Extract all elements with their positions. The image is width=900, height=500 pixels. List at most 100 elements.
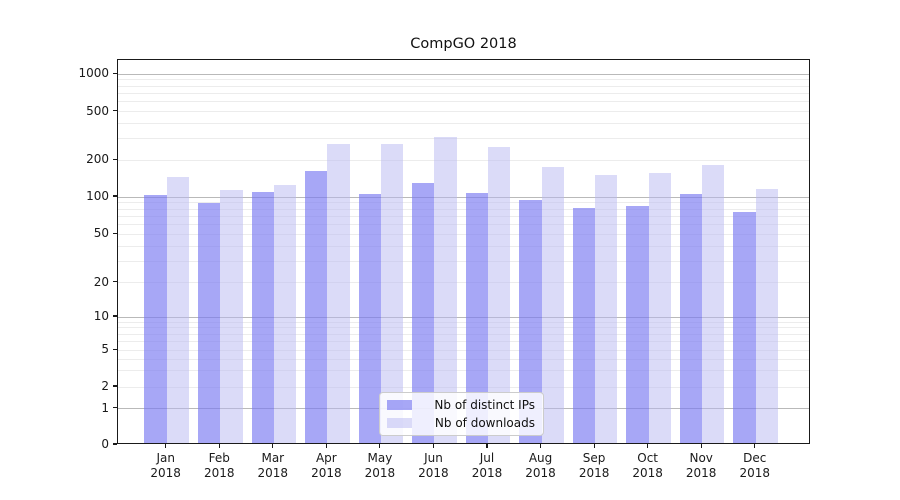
x-tick-label-jul: Jul 2018 [471, 451, 503, 480]
y-tick-label-1: 1 [101, 400, 109, 415]
gridline-1000 [118, 73, 809, 75]
y-tick-label-5: 5 [101, 342, 109, 357]
bar-distinct-ips-jul [465, 192, 488, 443]
bar-downloads-apr [327, 144, 350, 443]
y-tick-mark-200 [113, 158, 117, 160]
x-tick-mark-aug [539, 444, 542, 448]
bar-downloads-nov [702, 165, 725, 443]
bar-distinct-ips-feb [197, 202, 221, 443]
x-tick-label-jun: Jun 2018 [418, 451, 449, 480]
gridline-20 [118, 282, 809, 284]
gridline-800 [118, 85, 809, 87]
bar-downloads-jan [166, 177, 189, 443]
y-tick-mark-2 [113, 385, 117, 387]
gridline-400 [118, 123, 809, 125]
gridline-600 [118, 101, 809, 103]
legend-swatch-downloads [387, 418, 412, 428]
gridline-7 [118, 333, 809, 335]
y-tick-label-0: 0 [101, 437, 109, 451]
bar-distinct-ips-may [358, 194, 381, 443]
gridline-200 [118, 159, 809, 161]
y-tick-mark-20 [113, 281, 117, 283]
y-tick-mark-1 [113, 407, 117, 409]
gridline-70 [118, 215, 809, 217]
gridline-2 [118, 386, 809, 388]
x-tick-label-dec: Dec 2018 [739, 451, 771, 480]
legend-swatch-distinct-ips [387, 400, 412, 410]
y-tick-label-1000: 1000 [78, 66, 109, 81]
y-tick-mark-10 [113, 315, 117, 317]
y-tick-label-50: 50 [93, 226, 109, 241]
x-tick-label-mar: Mar 2018 [257, 451, 289, 480]
bar-distinct-ips-jun [412, 183, 435, 443]
bar-downloads-feb [220, 189, 243, 443]
chart-title: CompGO 2018 [410, 36, 517, 52]
x-tick-label-aug: Aug 2018 [525, 451, 556, 480]
x-tick-mark-apr [325, 444, 327, 448]
bar-distinct-ips-oct [626, 206, 649, 443]
gridline-60 [118, 223, 809, 225]
y-tick-mark-5 [113, 348, 117, 350]
x-tick-mark-nov [700, 444, 702, 448]
y-tick-label-2: 2 [101, 379, 109, 393]
y-tick-label-500: 500 [86, 103, 109, 118]
gridline-900 [118, 79, 809, 81]
legend-item-downloads: Nb of downloads [387, 416, 543, 430]
x-tick-label-jan: Jan 2018 [150, 451, 181, 480]
y-tick-mark-500 [113, 110, 117, 112]
bar-distinct-ips-apr [305, 170, 328, 443]
y-tick-mark-100 [113, 195, 117, 197]
bar-distinct-ips-dec [733, 211, 756, 443]
x-tick-mark-may [379, 444, 381, 448]
gridline-40 [118, 245, 809, 247]
x-tick-mark-mar [272, 444, 274, 448]
gridline-50 [118, 233, 809, 235]
bar-downloads-oct [648, 173, 671, 443]
x-tick-label-sep: Sep 2018 [578, 451, 610, 480]
gridline-6 [118, 341, 809, 343]
bar-downloads-mar [273, 184, 297, 443]
y-tick-mark-0 [113, 443, 117, 445]
bar-distinct-ips-nov [679, 194, 703, 443]
x-tick-label-apr: Apr 2018 [311, 451, 342, 480]
bar-downloads-may [380, 144, 404, 443]
y-tick-label-100: 100 [86, 189, 109, 203]
gridline-4 [118, 358, 809, 360]
y-tick-mark-1000 [113, 72, 117, 74]
gridline-9 [118, 321, 809, 323]
gridline-300 [118, 138, 809, 140]
y-tick-label-10: 10 [93, 309, 109, 323]
bar-downloads-jul [488, 146, 511, 443]
x-tick-label-nov: Nov 2018 [685, 451, 717, 480]
gridline-30 [118, 260, 809, 262]
x-tick-mark-feb [218, 444, 220, 448]
bar-downloads-sep [595, 174, 618, 443]
legend-label-distinct-ips: Nb of distinct IPs [434, 398, 535, 412]
bar-distinct-ips-sep [572, 207, 596, 443]
gridline-100 [118, 196, 809, 198]
bar-downloads-dec [755, 188, 779, 443]
y-tick-label-20: 20 [93, 274, 109, 289]
legend: Nb of distinct IPs Nb of downloads [379, 392, 544, 436]
gridline-500 [118, 111, 809, 113]
gridline-90 [118, 202, 809, 204]
bar-downloads-aug [541, 167, 564, 443]
gridline-8 [118, 327, 809, 329]
x-tick-mark-jan [165, 444, 167, 448]
x-tick-mark-sep [593, 444, 595, 448]
gridline-10 [118, 316, 809, 318]
gridline-80 [118, 208, 809, 210]
bar-downloads-jun [434, 136, 457, 443]
x-tick-mark-jul [486, 444, 488, 448]
gridline-700 [118, 93, 809, 95]
plot-area [117, 59, 810, 444]
x-tick-mark-jun [432, 444, 435, 448]
bar-distinct-ips-aug [519, 199, 542, 443]
x-tick-label-may: May 2018 [364, 451, 396, 480]
x-tick-mark-dec [754, 444, 756, 448]
bar-distinct-ips-mar [251, 192, 274, 443]
gridline-3 [118, 370, 809, 372]
x-tick-label-oct: Oct 2018 [632, 451, 663, 480]
y-tick-mark-50 [113, 232, 117, 234]
